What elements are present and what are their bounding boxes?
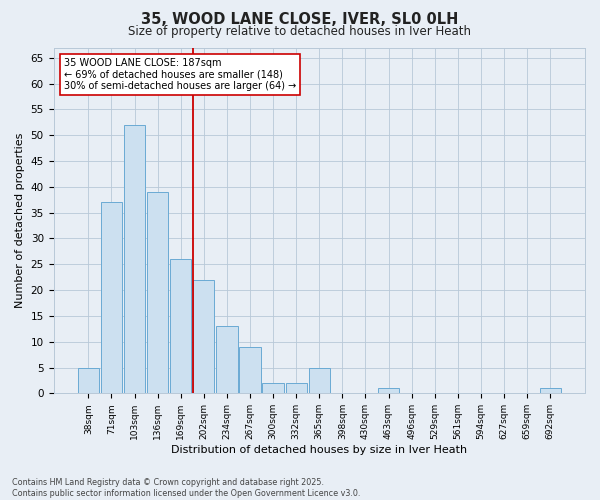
Text: Size of property relative to detached houses in Iver Heath: Size of property relative to detached ho… xyxy=(128,25,472,38)
Bar xyxy=(378,388,399,394)
Text: Contains HM Land Registry data © Crown copyright and database right 2025.
Contai: Contains HM Land Registry data © Crown c… xyxy=(12,478,361,498)
Text: 35 WOOD LANE CLOSE: 187sqm
← 69% of detached houses are smaller (148)
30% of sem: 35 WOOD LANE CLOSE: 187sqm ← 69% of deta… xyxy=(64,58,296,91)
Bar xyxy=(170,259,191,394)
Bar xyxy=(539,388,561,394)
Bar xyxy=(286,383,307,394)
Y-axis label: Number of detached properties: Number of detached properties xyxy=(15,132,25,308)
Bar xyxy=(308,368,330,394)
Bar xyxy=(101,202,122,394)
Bar xyxy=(193,280,214,394)
Bar xyxy=(77,368,99,394)
Bar xyxy=(147,192,168,394)
Bar xyxy=(124,125,145,394)
Bar xyxy=(216,326,238,394)
Bar xyxy=(239,347,260,394)
Text: 35, WOOD LANE CLOSE, IVER, SL0 0LH: 35, WOOD LANE CLOSE, IVER, SL0 0LH xyxy=(142,12,458,28)
Bar xyxy=(262,383,284,394)
X-axis label: Distribution of detached houses by size in Iver Heath: Distribution of detached houses by size … xyxy=(171,445,467,455)
